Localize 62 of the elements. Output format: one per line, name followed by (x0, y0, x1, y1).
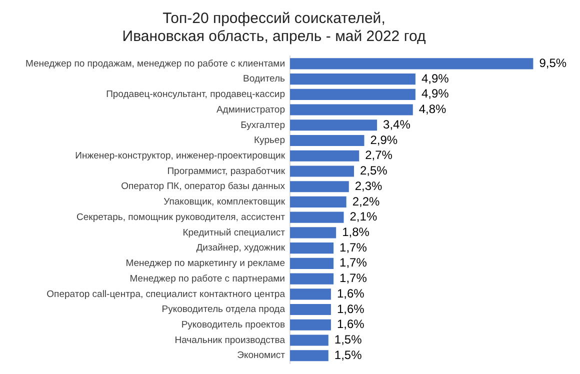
bar (290, 258, 334, 269)
bar (290, 304, 331, 316)
bar (290, 212, 344, 223)
data-label: 2,3% (354, 178, 383, 193)
bar (290, 227, 336, 238)
y-tick-label: Водитель (243, 74, 286, 85)
data-label: 1,5% (334, 332, 362, 347)
data-label: 1,6% (336, 317, 365, 332)
y-tick-label: Продавец-консультант, продавец-кассир (106, 89, 285, 100)
bar (290, 196, 346, 208)
data-label: 4,8% (418, 102, 447, 116)
y-tick-label: Администратор (216, 104, 285, 116)
bar (290, 319, 331, 330)
bar (290, 74, 416, 85)
y-tick-label: Бухгалтер (240, 120, 285, 131)
bar (290, 350, 328, 362)
data-label: 4,9% (421, 86, 450, 101)
bar (290, 104, 413, 116)
bar (290, 288, 331, 300)
y-tick-label: Инженер-конструктор, инженер-проектировщик (75, 150, 286, 162)
data-label: 2,5% (360, 164, 388, 178)
y-tick-label: Упаковщик, комплектовщик (164, 196, 286, 208)
data-label: 1,6% (336, 286, 365, 300)
y-tick-label: Менеджер по маркетингу и рекламе (126, 258, 285, 270)
data-label: 1,7% (340, 256, 368, 270)
y-tick-label: Программист, разработчик (167, 166, 286, 177)
y-tick-label: Кредитный специалист (182, 227, 286, 238)
text: Ивановская область, апрель - май 2022 год (122, 28, 426, 46)
y-tick-label: Руководитель проектов (181, 320, 285, 331)
bar (290, 334, 328, 346)
y-tick-label: Курьер (254, 135, 285, 146)
y-tick-label: Руководитель отдела прода (162, 304, 286, 316)
y-tick-label: Оператор call-центра, специалист контактного центра (46, 288, 286, 300)
data-label: 4,9% (421, 71, 450, 86)
y-tick-label: Оператор ПК, оператор базы данных (121, 181, 286, 192)
y-tick-label: Менеджер по продажам, менеджер по работе с клиентами (25, 58, 285, 70)
data-label: 1,6% (336, 302, 365, 316)
bar (290, 242, 334, 254)
data-label: 1,7% (340, 271, 368, 286)
data-label: 2,2% (352, 194, 380, 208)
y-tick-label: Менеджер по работе с партнерами (130, 273, 285, 284)
y-tick-label: Секретарь, помощник руководителя, ассистент (76, 212, 286, 223)
data-label: 1,7% (340, 240, 368, 254)
bar (290, 88, 416, 100)
data-label: 3,4% (383, 117, 411, 132)
text: Топ-20 профессий соискателей, (162, 10, 386, 28)
bar (290, 166, 354, 177)
data-label: 2,7% (365, 148, 393, 162)
bar (290, 58, 534, 70)
data-label: 1,5% (334, 348, 362, 362)
data-label: 2,1% (350, 210, 378, 224)
data-label: 2,9% (370, 132, 398, 147)
y-tick-label: Дизайнер, художник (196, 242, 286, 254)
bar (290, 150, 360, 162)
data-label: 1,8% (342, 225, 370, 240)
data-label: 9,5% (539, 56, 567, 70)
bar (290, 134, 364, 146)
y-tick-label: Начальник производства (174, 334, 286, 346)
bar (290, 181, 349, 192)
y-tick-label: Экономист (237, 350, 286, 362)
bar (290, 273, 334, 284)
bar (290, 120, 378, 131)
